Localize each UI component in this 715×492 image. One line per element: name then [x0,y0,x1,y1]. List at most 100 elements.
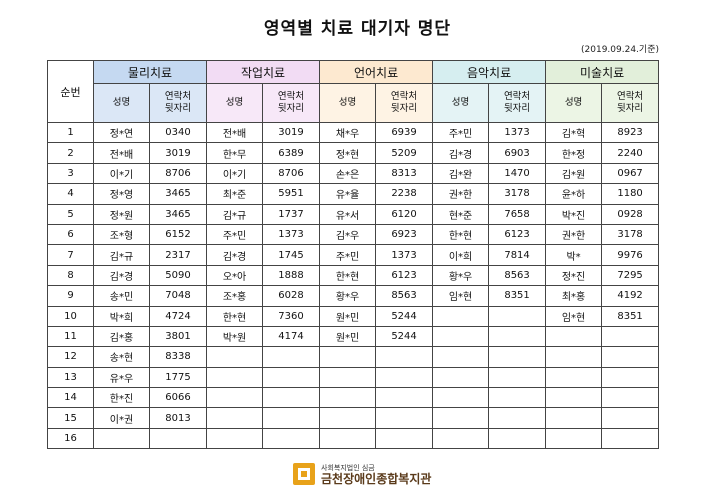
occupational-contact-cell: 4174 [262,325,321,348]
footer-org: 사회복지법인 심금 금천장애인종합복지관 [293,461,431,487]
physical-name-cell: 박*희 [93,305,150,327]
art-name-cell: 박* [545,244,603,266]
music-name-cell [432,325,490,348]
table-row: 11 김*홍 3801 박*원 4174 원*민 5244 [47,325,660,348]
table-row: 5 정*원 3465 김*규 1737 유*서 6120 현*준 7658 박*진 0928 [47,203,660,225]
table-row: 3 이*기 8706 이*기 8706 손*은 8313 김*완 1470 김*원 0967 [47,162,660,185]
music-name-cell: 김*경 [432,142,490,164]
occupational-contact-cell: 5951 [262,183,321,205]
art-name-cell [545,325,603,348]
art-contact-cell: 0967 [601,162,660,185]
table-row: 4 정*영 3465 최*준 5951 유*율 2238 권*한 3178 윤*하 1180 [47,183,660,205]
speech-contact-cell [375,387,434,409]
music-contact-cell: 6123 [488,223,547,246]
music-contact-cell: 8351 [488,285,547,307]
art-contact-cell [601,366,660,389]
speech-contact-cell: 2238 [375,183,434,205]
music-name-cell: 임*현 [432,285,490,307]
occupational-name-cell: 주*민 [206,223,264,246]
physical-contact-cell: 2317 [148,244,208,266]
physical-name-cell [93,427,150,450]
speech-name-cell: 유*율 [319,183,377,205]
row-seq: 8 [47,264,94,287]
row-seq: 3 [47,162,94,185]
physical-name-cell: 송*현 [93,346,150,368]
speech-name-cell [319,427,377,450]
table-row: 1 정*연 0340 전*배 3019 채*우 6939 주*민 1373 김*혁 8923 [47,121,660,144]
occupational-name-cell: 조*홍 [206,285,264,307]
occupational-name-cell: 오*아 [206,264,264,287]
row-seq: 16 [47,427,94,450]
physical-contact-cell: 6152 [148,223,208,246]
occupational-name-header: 성명 [206,83,264,123]
art-contact-cell: 2240 [601,142,660,164]
music-name-cell: 권*한 [432,183,490,205]
org-subtitle: 사회복지법인 심금 [321,464,375,472]
occupational-contact-cell [262,366,321,389]
music-name-header: 성명 [432,83,490,123]
speech-contact-cell [375,366,434,389]
physical-name-cell: 이*기 [93,162,150,185]
music-name-cell: 한*현 [432,223,490,246]
occupational-contact-cell: 1737 [262,203,321,225]
art-contact-cell: 8923 [601,121,660,144]
table-row: 9 송*민 7048 조*홍 6028 황*우 8563 임*현 8351 최*홍 4192 [47,285,660,307]
physical-contact-cell: 4724 [148,305,208,327]
music-contact-cell: 7658 [488,203,547,225]
speech-contact-cell [375,407,434,429]
occupational-contact-cell: 1745 [262,244,321,266]
art-contact-cell: 1180 [601,183,660,205]
occupational-contact-cell [262,346,321,368]
art-name-cell: 윤*하 [545,183,603,205]
speech-contact-cell: 6923 [375,223,434,246]
speech-contact-cell: 8313 [375,162,434,185]
row-seq: 14 [47,387,94,409]
physical-name-cell: 송*민 [93,285,150,307]
physical-name-cell: 정*영 [93,183,150,205]
physical-contact-cell: 8013 [148,407,208,429]
art-name-cell [545,407,603,429]
speech-name-cell: 정*현 [319,142,377,164]
speech-contact-cell: 8563 [375,285,434,307]
speech-name-header: 성명 [319,83,377,123]
music-contact-cell: 1373 [488,121,547,144]
physical-name-cell: 유*우 [93,366,150,389]
physical-name-cell: 김*경 [93,264,150,287]
music-name-cell: 현*준 [432,203,490,225]
occupational-contact-cell: 3019 [262,121,321,144]
row-seq: 1 [47,121,94,144]
art-name-cell: 김*원 [545,162,603,185]
music-name-cell [432,305,490,327]
art-contact-cell: 8351 [601,305,660,327]
page-title: 영역별 치료 대기자 명단 [263,19,452,39]
occupational-name-cell: 김*규 [206,203,264,225]
occupational-contact-cell [262,427,321,450]
art-name-cell: 한*정 [545,142,603,164]
art-name-cell: 정*진 [545,264,603,287]
table-row: 16 [47,427,660,450]
physical-contact-cell: 8706 [148,162,208,185]
music-name-cell [432,387,490,409]
row-seq: 6 [47,223,94,246]
physical-contact-cell: 0340 [148,121,208,144]
music-name-cell: 주*민 [432,121,490,144]
row-seq: 13 [47,366,94,389]
art-name-cell [545,387,603,409]
occupational-name-cell: 한*무 [206,142,264,164]
art-name-cell [545,346,603,368]
physical-name-cell: 정*연 [93,121,150,144]
speech-name-cell [319,407,377,429]
art-contact-cell: 4192 [601,285,660,307]
occupational-name-cell [206,346,264,368]
row-seq: 10 [47,305,94,327]
row-seq: 7 [47,244,94,266]
occupational-name-cell [206,427,264,450]
music-contact-cell [488,346,547,368]
square-logo-icon [293,463,315,485]
art-name-cell [545,427,603,450]
speech-contact-cell: 5209 [375,142,434,164]
speech-contact-cell: 1373 [375,244,434,266]
art-name-cell: 최*홍 [545,285,603,307]
music-contact-cell: 3178 [488,183,547,205]
speech-contact-cell: 5244 [375,305,434,327]
